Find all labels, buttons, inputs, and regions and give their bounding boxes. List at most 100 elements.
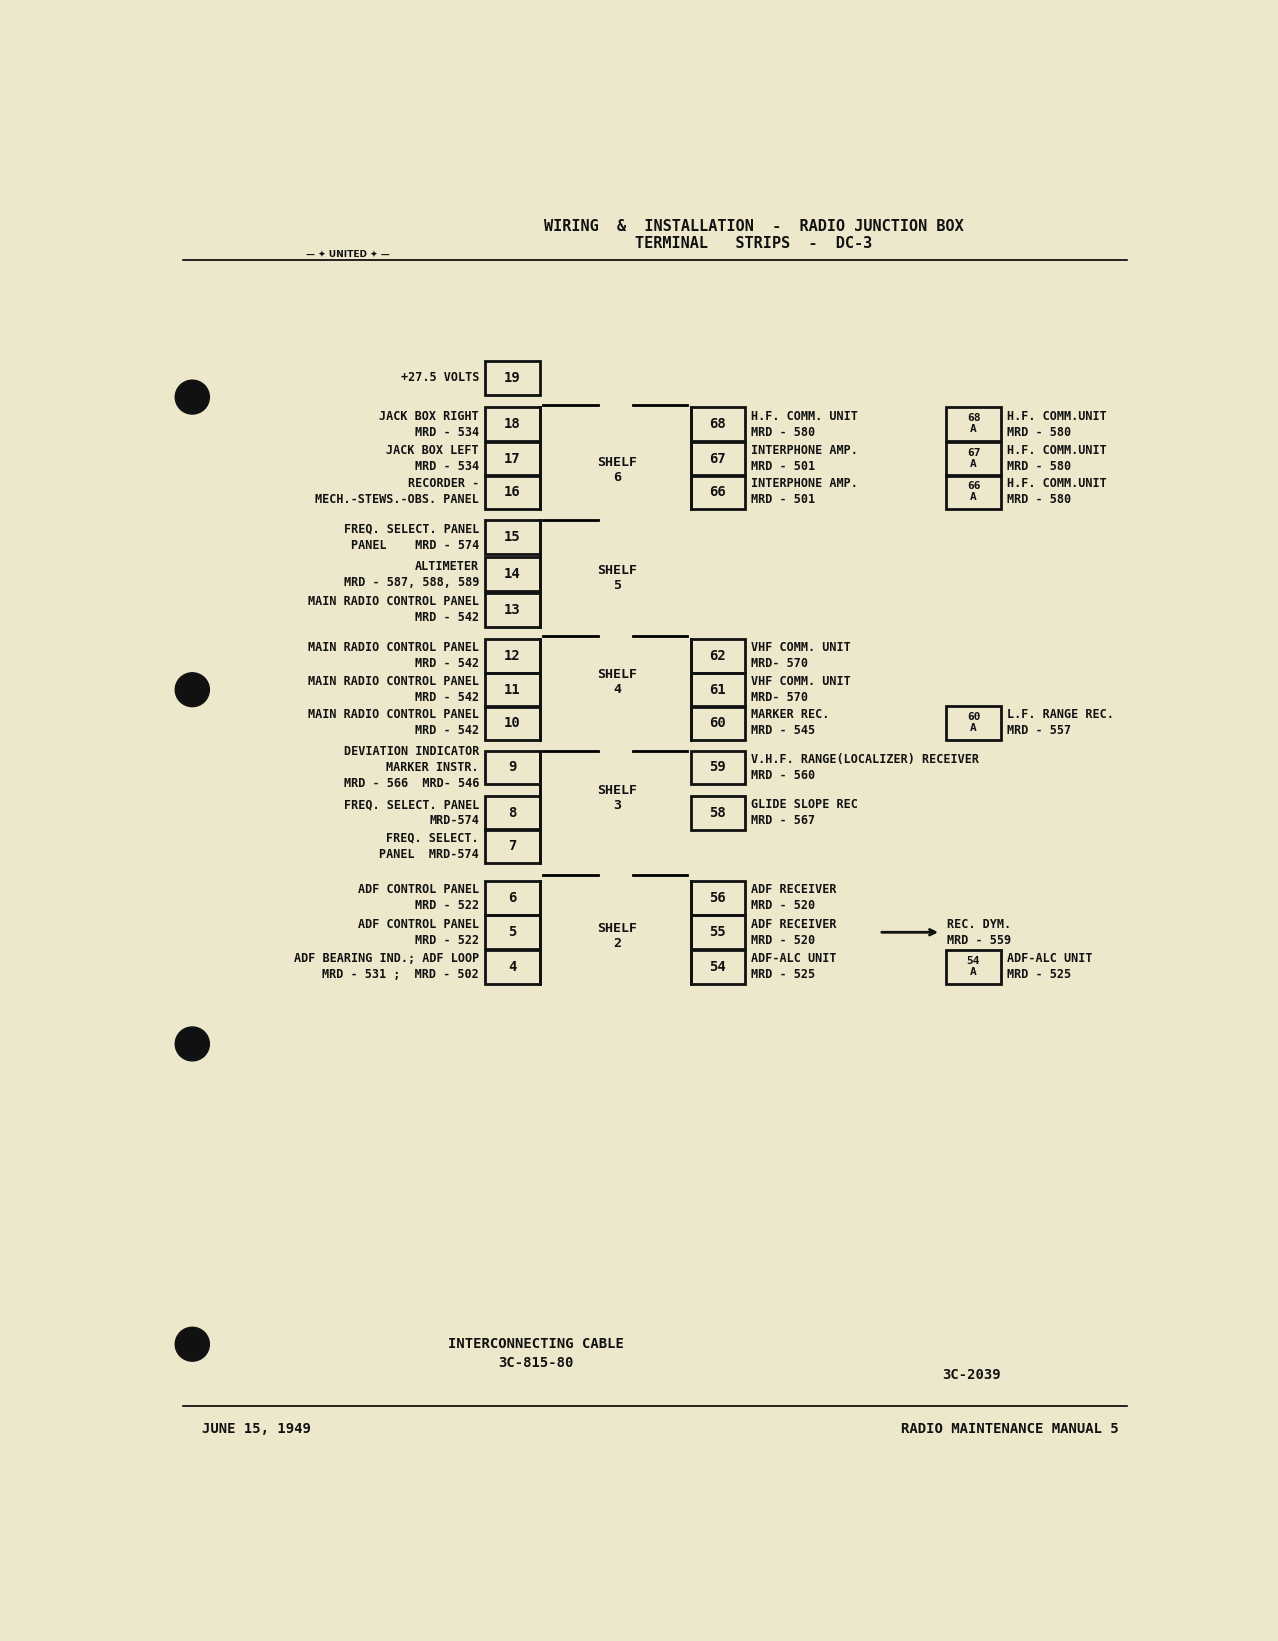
Bar [947, 950, 1001, 985]
Text: ADF-ALC UNIT
MRD - 525: ADF-ALC UNIT MRD - 525 [1007, 952, 1093, 981]
Bar [486, 407, 539, 441]
Text: 66: 66 [966, 481, 980, 491]
Text: 55: 55 [709, 926, 726, 939]
Text: 56: 56 [709, 891, 726, 904]
Text: 60: 60 [966, 712, 980, 722]
Bar [690, 474, 745, 509]
Bar [690, 441, 745, 476]
Bar [486, 673, 539, 707]
Bar [690, 916, 745, 948]
Text: JACK BOX RIGHT
MRD - 534: JACK BOX RIGHT MRD - 534 [380, 410, 479, 438]
Text: V.H.F. RANGE(LOCALIZER) RECEIVER
MRD - 560: V.H.F. RANGE(LOCALIZER) RECEIVER MRD - 5… [751, 753, 979, 783]
Text: ADF-ALC UNIT
MRD - 525: ADF-ALC UNIT MRD - 525 [751, 952, 837, 981]
Text: L.F. RANGE REC.
MRD - 557: L.F. RANGE REC. MRD - 557 [1007, 709, 1113, 737]
Bar [947, 706, 1001, 740]
Text: 6: 6 [509, 891, 516, 904]
Circle shape [175, 1027, 210, 1060]
Bar [690, 796, 745, 830]
Bar [486, 881, 539, 914]
Bar [486, 441, 539, 476]
Bar [486, 558, 539, 591]
Text: A: A [970, 423, 976, 435]
Text: 7: 7 [509, 839, 516, 853]
Text: ADF BEARING IND.; ADF LOOP
MRD - 531 ;  MRD - 502: ADF BEARING IND.; ADF LOOP MRD - 531 ; M… [294, 952, 479, 981]
Text: H.F. COMM.UNIT
MRD - 580: H.F. COMM.UNIT MRD - 580 [1007, 445, 1107, 473]
Text: — ✦ UNITED ✦ —: — ✦ UNITED ✦ — [305, 249, 390, 259]
Bar [486, 750, 539, 784]
Bar [486, 950, 539, 985]
Text: 54: 54 [966, 955, 980, 967]
Text: GLIDE SLOPE REC
MRD - 567: GLIDE SLOPE REC MRD - 567 [751, 799, 858, 827]
Bar [486, 361, 539, 395]
Bar [690, 881, 745, 914]
Text: ADF CONTROL PANEL
MRD - 522: ADF CONTROL PANEL MRD - 522 [358, 883, 479, 912]
Text: +27.5 VOLTS: +27.5 VOLTS [401, 371, 479, 384]
Text: 62: 62 [709, 648, 726, 663]
Text: H.F. COMM. UNIT
MRD - 580: H.F. COMM. UNIT MRD - 580 [751, 410, 858, 438]
Bar [486, 829, 539, 863]
Text: 59: 59 [709, 760, 726, 775]
Text: INTERCONNECTING CABLE: INTERCONNECTING CABLE [449, 1337, 624, 1351]
Text: 5: 5 [509, 926, 516, 939]
Text: 68: 68 [709, 417, 726, 432]
Text: 10: 10 [504, 715, 520, 730]
Text: A: A [970, 459, 976, 469]
Text: INTERPHONE AMP.
MRD - 501: INTERPHONE AMP. MRD - 501 [751, 478, 858, 507]
Text: SHELF
2: SHELF 2 [597, 922, 636, 950]
Text: 66: 66 [709, 484, 726, 499]
Text: FREQ. SELECT. PANEL
PANEL    MRD - 574: FREQ. SELECT. PANEL PANEL MRD - 574 [344, 523, 479, 551]
Bar [486, 916, 539, 948]
Bar [947, 407, 1001, 441]
Text: MAIN RADIO CONTROL PANEL
MRD - 542: MAIN RADIO CONTROL PANEL MRD - 542 [308, 596, 479, 624]
Text: 61: 61 [709, 683, 726, 697]
Bar [690, 950, 745, 985]
Text: ADF RECEIVER
MRD - 520: ADF RECEIVER MRD - 520 [751, 883, 837, 912]
Text: 14: 14 [504, 568, 520, 581]
Text: JACK BOX LEFT
MRD - 534: JACK BOX LEFT MRD - 534 [386, 445, 479, 473]
Text: VHF COMM. UNIT
MRD- 570: VHF COMM. UNIT MRD- 570 [751, 674, 851, 704]
Text: MARKER REC.
MRD - 545: MARKER REC. MRD - 545 [751, 709, 829, 737]
Text: TERMINAL   STRIPS  -  DC-3: TERMINAL STRIPS - DC-3 [635, 236, 873, 251]
Text: SHELF
6: SHELF 6 [597, 456, 636, 484]
Text: SHELF
5: SHELF 5 [597, 565, 636, 592]
Text: SHELF
4: SHELF 4 [597, 668, 636, 696]
Text: A: A [970, 724, 976, 734]
Bar [486, 592, 539, 627]
Text: FREQ. SELECT. PANEL
MRD-574: FREQ. SELECT. PANEL MRD-574 [344, 799, 479, 827]
Text: REC. DYM.
MRD - 559: REC. DYM. MRD - 559 [947, 917, 1011, 947]
Bar [486, 474, 539, 509]
Circle shape [175, 1328, 210, 1360]
Bar [486, 520, 539, 555]
Text: 19: 19 [504, 371, 520, 386]
Text: FREQ. SELECT.
PANEL  MRD-574: FREQ. SELECT. PANEL MRD-574 [380, 832, 479, 860]
Text: MAIN RADIO CONTROL PANEL
MRD - 542: MAIN RADIO CONTROL PANEL MRD - 542 [308, 642, 479, 670]
Text: 3C-2039: 3C-2039 [943, 1369, 1001, 1382]
Text: A: A [970, 492, 976, 502]
Text: DEVIATION INDICATOR
MARKER INSTR.
MRD - 566  MRD- 546: DEVIATION INDICATOR MARKER INSTR. MRD - … [344, 745, 479, 789]
Text: 17: 17 [504, 451, 520, 466]
Text: 3C-815-80: 3C-815-80 [498, 1357, 574, 1370]
Text: 12: 12 [504, 648, 520, 663]
Bar [690, 407, 745, 441]
Text: MAIN RADIO CONTROL PANEL
MRD - 542: MAIN RADIO CONTROL PANEL MRD - 542 [308, 674, 479, 704]
Text: VHF COMM. UNIT
MRD- 570: VHF COMM. UNIT MRD- 570 [751, 642, 851, 670]
Text: 67: 67 [709, 451, 726, 466]
Text: 67: 67 [966, 448, 980, 458]
Text: 60: 60 [709, 715, 726, 730]
Text: 13: 13 [504, 602, 520, 617]
Bar [690, 706, 745, 740]
Text: H.F. COMM.UNIT
MRD - 580: H.F. COMM.UNIT MRD - 580 [1007, 478, 1107, 507]
Bar [947, 474, 1001, 509]
Text: ADF CONTROL PANEL
MRD - 522: ADF CONTROL PANEL MRD - 522 [358, 917, 479, 947]
Text: A: A [970, 967, 976, 976]
Bar [486, 706, 539, 740]
Text: SHELF
3: SHELF 3 [597, 783, 636, 812]
Text: 58: 58 [709, 806, 726, 820]
Bar [486, 796, 539, 830]
Text: RADIO MAINTENANCE MANUAL 5: RADIO MAINTENANCE MANUAL 5 [901, 1421, 1120, 1436]
Text: WIRING  &  INSTALLATION  -  RADIO JUNCTION BOX: WIRING & INSTALLATION - RADIO JUNCTION B… [544, 218, 964, 233]
Bar [486, 638, 539, 673]
Text: 11: 11 [504, 683, 520, 697]
Text: 9: 9 [509, 760, 516, 775]
Text: RECORDER -
MECH.-STEWS.-OBS. PANEL: RECORDER - MECH.-STEWS.-OBS. PANEL [316, 478, 479, 507]
